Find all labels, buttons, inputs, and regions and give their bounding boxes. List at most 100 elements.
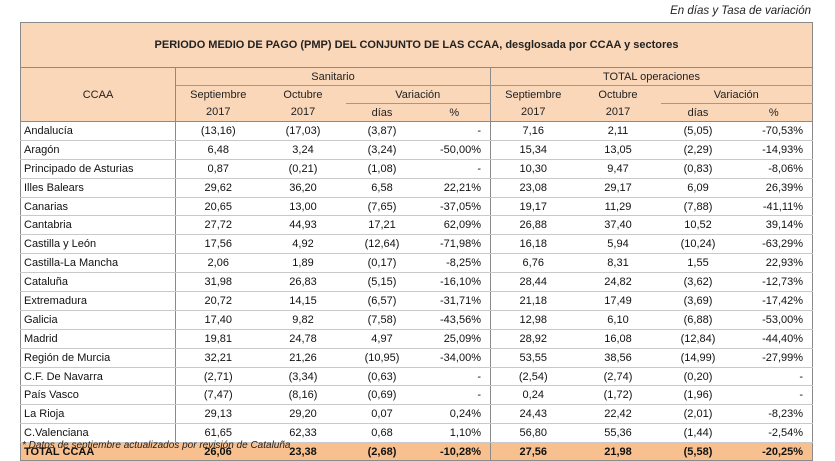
- t-sept-year: 2017: [490, 103, 576, 122]
- t-oct-value: (1,72): [575, 385, 661, 406]
- t-pct-value: -53,00%: [735, 310, 814, 330]
- s-pct-value: 22,21%: [418, 178, 491, 198]
- t-dias-value: (1,44): [660, 423, 736, 444]
- ccaa-name: C.F. De Navarra: [20, 367, 176, 387]
- s-pct-value: -: [418, 159, 491, 179]
- t-sept-value: 53,55: [490, 348, 576, 368]
- t-dias-value: (1,96): [660, 385, 736, 406]
- s-dias-value: (7,58): [345, 310, 419, 330]
- t-sept-value: 24,43: [490, 404, 576, 425]
- table-row: Andalucía (13,16) (17,03) (3,87) - 7,16 …: [20, 121, 814, 141]
- table-row: País Vasco (7,47) (8,16) (0,69) - 0,24 (…: [20, 385, 814, 406]
- table-row: Cataluña 31,98 26,83 (5,15) -16,10% 28,4…: [20, 272, 814, 293]
- s-oct-value: 29,20: [260, 404, 346, 425]
- s-sept-value: 20,72: [175, 291, 261, 311]
- ccaa-name: País Vasco: [20, 385, 176, 406]
- t-oct-value: 29,17: [575, 178, 661, 198]
- t-sept-value: 26,88: [490, 215, 576, 236]
- t-variacion-header: Variación: [660, 85, 814, 104]
- t-dias-value: 10,52: [660, 215, 736, 236]
- table-row: Aragón 6,48 3,24 (3,24) -50,00% 15,34 13…: [20, 140, 814, 160]
- s-dias-value: 17,21: [345, 215, 419, 236]
- s-oct-value: (8,16): [260, 385, 346, 406]
- t-sept-value: 16,18: [490, 234, 576, 255]
- s-sept-value: (7,47): [175, 385, 261, 406]
- s-pct-value: 0,24%: [418, 404, 491, 425]
- t-oct-value: 6,10: [575, 310, 661, 330]
- s-sept-value: 29,13: [175, 404, 261, 425]
- t-pct-value: -41,11%: [735, 197, 814, 217]
- ccaa-header: CCAA: [20, 67, 176, 122]
- s-sept-value: 29,62: [175, 178, 261, 198]
- t-oct-year: 2017: [575, 103, 661, 122]
- s-oct-value: 3,24: [260, 140, 346, 160]
- t-oct-value: 16,08: [575, 329, 661, 349]
- s-sept-header: Septiembre: [175, 85, 261, 104]
- t-oct-value: 2,11: [575, 121, 661, 141]
- s-sept-value: 31,98: [175, 272, 261, 293]
- t-sept-value: 56,80: [490, 423, 576, 444]
- t-sept-value: 28,44: [490, 272, 576, 293]
- ccaa-name: Región de Murcia: [20, 348, 176, 368]
- table-row: Castilla y León 17,56 4,92 (12,64) -71,9…: [20, 234, 814, 255]
- ccaa-name: Castilla y León: [20, 234, 176, 255]
- s-sept-value: (2,71): [175, 367, 261, 387]
- t-dias-value: (3,69): [660, 291, 736, 311]
- t-oct-value: 8,31: [575, 253, 661, 274]
- total-t-pct: -20,25%: [735, 442, 814, 461]
- t-dias-value: (0,20): [660, 367, 736, 387]
- t-dias-value: (10,24): [660, 234, 736, 255]
- s-sept-value: 20,65: [175, 197, 261, 217]
- t-pct-value: -12,73%: [735, 272, 814, 293]
- s-dias-value: (5,15): [345, 272, 419, 293]
- footnote: * Datos de septiembre actualizados por r…: [22, 440, 291, 451]
- total-row: TOTAL CCAA 26,06 23,38 (2,68) -10,28% 27…: [20, 442, 814, 461]
- total-s-dias: (2,68): [345, 442, 419, 461]
- t-pct-value: -63,29%: [735, 234, 814, 255]
- s-pct-value: -8,25%: [418, 253, 491, 274]
- total-t-sept: 27,56: [490, 442, 576, 461]
- t-pct-value: 39,14%: [735, 215, 814, 236]
- t-dias-value: (14,99): [660, 348, 736, 368]
- ccaa-name: Extremadura: [20, 291, 176, 311]
- s-oct-value: (0,21): [260, 159, 346, 179]
- s-oct-value: 24,78: [260, 329, 346, 349]
- t-pct-value: 26,39%: [735, 178, 814, 198]
- t-pct-value: -70,53%: [735, 121, 814, 141]
- table-row: Región de Murcia 32,21 21,26 (10,95) -34…: [20, 348, 814, 368]
- s-variacion-header: Variación: [345, 85, 491, 104]
- t-oct-value: 17,49: [575, 291, 661, 311]
- t-pct-value: -17,42%: [735, 291, 814, 311]
- t-sept-header: Septiembre: [490, 85, 576, 104]
- table-row: Illes Balears 29,62 36,20 6,58 22,21% 23…: [20, 178, 814, 198]
- t-sept-value: 10,30: [490, 159, 576, 179]
- t-dias-value: 1,55: [660, 253, 736, 274]
- t-sept-value: 12,98: [490, 310, 576, 330]
- t-dias-value: (6,88): [660, 310, 736, 330]
- t-sept-value: 23,08: [490, 178, 576, 198]
- s-sept-value: 6,48: [175, 140, 261, 160]
- ccaa-name: Illes Balears: [20, 178, 176, 198]
- s-pct-header: %: [418, 103, 491, 122]
- t-sept-value: (2,54): [490, 367, 576, 387]
- table-title: PERIODO MEDIO DE PAGO (PMP) DEL CONJUNTO…: [19, 22, 814, 68]
- t-sept-value: 15,34: [490, 140, 576, 160]
- table-row: Madrid 19,81 24,78 4,97 25,09% 28,92 16,…: [20, 329, 814, 349]
- s-dias-value: (7,65): [345, 197, 419, 217]
- table-row: Castilla-La Mancha 2,06 1,89 (0,17) -8,2…: [20, 253, 814, 274]
- s-oct-value: 44,93: [260, 215, 346, 236]
- t-sept-value: 7,16: [490, 121, 576, 141]
- t-sept-value: 0,24: [490, 385, 576, 406]
- t-oct-value: 9,47: [575, 159, 661, 179]
- t-pct-value: -: [735, 367, 814, 387]
- ccaa-name: Cataluña: [20, 272, 176, 293]
- t-oct-value: 13,05: [575, 140, 661, 160]
- t-sept-value: 19,17: [490, 197, 576, 217]
- s-pct-value: -: [418, 121, 491, 141]
- s-pct-value: -: [418, 385, 491, 406]
- total-s-pct: -10,28%: [418, 442, 491, 461]
- t-dias-value: (3,62): [660, 272, 736, 293]
- s-dias-value: (0,17): [345, 253, 419, 274]
- t-pct-value: -44,40%: [735, 329, 814, 349]
- s-pct-value: -37,05%: [418, 197, 491, 217]
